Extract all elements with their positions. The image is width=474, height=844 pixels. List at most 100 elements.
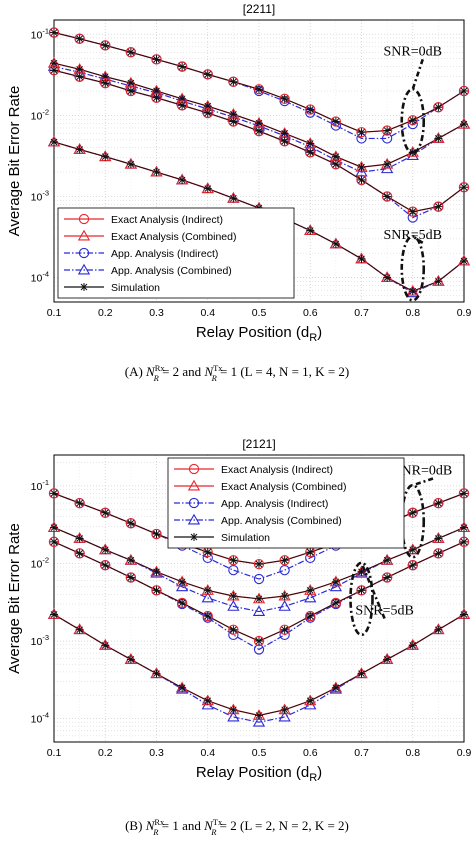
data-point-simulation [203, 108, 212, 117]
x-tick-label: 0.2 [98, 307, 113, 319]
y-axis-label: Average Bit Error Rate [6, 523, 23, 674]
series-line-app [53, 613, 465, 723]
star-stroke [178, 599, 186, 607]
data-point-simulation [178, 101, 187, 110]
star-stroke [50, 59, 58, 67]
star-stroke [281, 95, 288, 103]
data-point-exact [407, 560, 418, 571]
data-point-exact [305, 610, 316, 622]
annotation-pointer [360, 562, 386, 619]
data-point-simulation [434, 625, 443, 634]
data-point-simulation [229, 625, 238, 634]
star-stroke [306, 140, 314, 147]
star-stroke [101, 509, 109, 517]
data-point-simulation [75, 534, 84, 543]
data-point-simulation [383, 655, 392, 664]
plot-frame [53, 19, 465, 303]
data-point-simulation [383, 160, 392, 169]
data-point-simulation [126, 79, 135, 88]
data-point-simulation [280, 137, 289, 146]
star-stroke [255, 119, 263, 127]
x-tick-label: 0.9 [457, 747, 472, 759]
star-stroke [80, 283, 88, 291]
star-stroke [358, 587, 365, 594]
star-stroke [178, 101, 186, 109]
star-stroke [332, 160, 340, 168]
star-stroke [358, 163, 365, 171]
star-stroke [435, 103, 442, 111]
data-point-simulation [434, 499, 443, 508]
data-point-simulation [50, 137, 58, 146]
data-point-simulation [178, 175, 187, 184]
x-tick-label: 0.7 [354, 747, 369, 759]
legend-swatch-marker [187, 513, 201, 525]
star-stroke [306, 587, 314, 594]
data-point-exact [125, 47, 137, 58]
star-stroke [409, 546, 417, 554]
data-point-exact [125, 85, 137, 97]
data-point-exact [202, 107, 213, 119]
star-stroke [460, 490, 468, 497]
data-point-exact [100, 77, 111, 89]
data-point-simulation [408, 545, 417, 554]
star-stroke [383, 556, 391, 564]
data-point-exact [125, 572, 137, 583]
data-point-exact [151, 585, 162, 596]
data-point-exact [381, 125, 393, 136]
data-point-exact [381, 191, 393, 202]
data-point-simulation [306, 612, 315, 621]
star-stroke [204, 102, 212, 110]
data-point-simulation [203, 548, 212, 557]
star-stroke [153, 94, 160, 102]
data-point-exact [151, 528, 162, 540]
data-point-app [406, 286, 419, 298]
data-point-exact [330, 597, 342, 609]
data-point-simulation [101, 508, 110, 517]
star-stroke [153, 56, 160, 63]
star-stroke [50, 29, 58, 36]
annotation-ellipse [349, 561, 374, 637]
star-stroke [127, 519, 135, 527]
annotation-ellipse [400, 87, 426, 155]
data-point-exact [151, 92, 162, 103]
star-stroke [153, 670, 160, 678]
data-point-simulation [434, 549, 443, 558]
data-point-app [253, 573, 265, 585]
data-point-exact [305, 104, 316, 115]
data-point-simulation [383, 556, 392, 565]
legend-label: Exact Analysis (Combined) [111, 231, 236, 243]
data-point-simulation [101, 41, 110, 50]
data-point-simulation [357, 128, 366, 137]
star-stroke [76, 35, 83, 43]
star-stroke [230, 626, 237, 634]
data-point-exact [125, 518, 137, 529]
legend-swatch-marker [77, 263, 91, 275]
data-point-simulation [178, 598, 187, 607]
data-point-app [227, 710, 240, 722]
data-point-exact [74, 71, 85, 82]
data-point-simulation [331, 598, 340, 607]
legend: Exact Analysis (Indirect) Exact Analysis … [57, 207, 295, 299]
data-point-simulation [383, 573, 392, 582]
data-point-app [329, 682, 343, 694]
y-tick-label: 10-4 [31, 270, 49, 285]
star-stroke [255, 595, 263, 603]
star-stroke [306, 548, 314, 556]
data-point-exact [202, 69, 213, 80]
data-point-exact [305, 147, 316, 158]
data-point-app [227, 600, 240, 611]
data-point-simulation [126, 655, 135, 664]
data-point-app [355, 566, 368, 578]
data-point-app [278, 710, 291, 722]
star-stroke [101, 79, 109, 87]
data-point-simulation [408, 561, 417, 570]
annotation-label: SNR=0dB [384, 44, 442, 59]
star-stroke [127, 574, 135, 581]
star-stroke [230, 118, 237, 125]
data-point-exact [151, 54, 162, 65]
data-point-simulation [126, 573, 135, 582]
star-stroke [230, 194, 237, 202]
data-point-exact [253, 635, 265, 647]
y-tick-label: 10-4 [31, 711, 49, 726]
data-point-simulation [306, 696, 315, 705]
